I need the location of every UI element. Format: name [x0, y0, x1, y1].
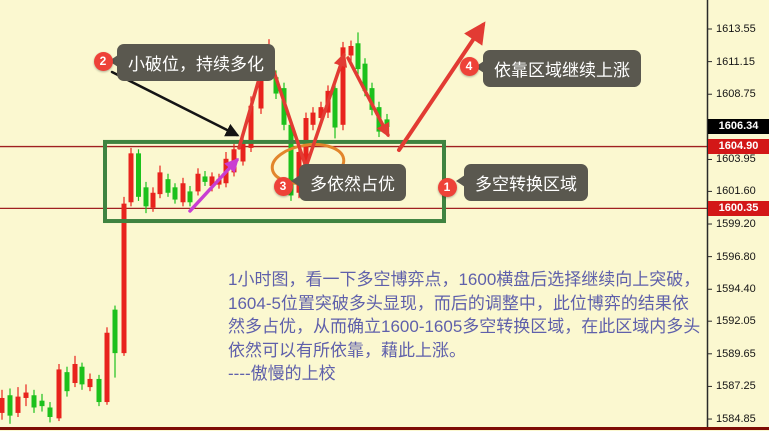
badge-1: 1	[437, 177, 457, 197]
candle-up	[72, 355, 78, 388]
y-axis-label: 1603.95	[716, 153, 756, 166]
commentary-line: 然多占优，从而确立1600-1605多空转换区域，在此区域内多头	[228, 317, 701, 336]
y-axis-label: 1589.65	[716, 347, 756, 360]
commentary-signature: ----傲慢的上校	[228, 364, 336, 383]
candle-down	[47, 402, 53, 423]
candle-down	[96, 374, 102, 407]
y-axis-label: 1608.75	[716, 88, 756, 101]
y-axis-label: 1599.20	[716, 218, 756, 231]
projection-arrow	[397, 21, 486, 152]
analysis-commentary: 1小时图，看一下多空博弈点，1600横盘后选择继续向上突破， 1604-5位置突…	[228, 268, 708, 386]
y-axis-label: 1587.25	[716, 380, 756, 393]
badge-3: 3	[273, 176, 293, 196]
candle-up	[150, 187, 156, 212]
annotation-tooltip-3: 多依然占优	[291, 164, 406, 201]
y-axis-label: 1611.15	[716, 55, 755, 68]
last-price-tag: 1606.34	[708, 119, 769, 135]
candle-down	[7, 388, 13, 424]
momentum-arrow	[188, 157, 239, 213]
commentary-line: 依然可以有所依靠，藉此上涨。	[228, 340, 466, 360]
y-axis-label: 1613.55	[716, 23, 756, 35]
candle-down	[332, 82, 338, 139]
candle-up	[310, 107, 316, 131]
candle-up	[180, 177, 186, 207]
candle-up	[0, 389, 5, 420]
level-price-tag: 1604.90	[708, 139, 769, 155]
y-axis-label: 1596.80	[716, 250, 756, 263]
candle-up	[56, 363, 62, 422]
trend-down-2-arrow	[346, 56, 390, 138]
level-lines-layer	[0, 145, 708, 210]
y-axis-label: 1601.60	[716, 185, 756, 198]
annotation-tooltip-1: 多空转换区域	[456, 164, 588, 201]
candle-down	[112, 305, 118, 378]
candle-up	[87, 373, 93, 392]
candle-up	[195, 168, 201, 196]
candle-down	[172, 183, 178, 204]
candle-down	[369, 82, 375, 116]
trend-up-2-arrow	[304, 52, 348, 169]
candle-down	[39, 393, 45, 412]
candles-layer	[0, 32, 390, 424]
candle-down	[136, 149, 141, 201]
candle-up	[15, 387, 21, 417]
candle-down	[143, 181, 149, 214]
candle-down	[202, 171, 208, 186]
candle-up	[157, 165, 163, 199]
candle-up	[23, 384, 29, 407]
candle-down	[165, 173, 171, 197]
trend-down-1-line	[267, 55, 308, 169]
y-axis-label: 1584.85	[716, 413, 756, 426]
candle-up	[104, 327, 110, 405]
commentary-line: 1604-5位置突破多头显现，而后的调整中，此位博弈的结果依	[228, 293, 689, 313]
annotation-tooltip-4: 依靠区域继续上涨	[475, 50, 641, 87]
y-axis-label: 1592.05	[716, 315, 756, 328]
y-axis-label: 1594.40	[716, 283, 756, 296]
candle-down	[187, 185, 193, 207]
annotation-tooltip-2: 小破位，持续多化	[109, 44, 275, 81]
level-price-tag: 1600.35	[708, 200, 769, 216]
breakout-pointer-arrow	[110, 70, 240, 137]
badge-4: 4	[459, 56, 479, 76]
candle-up	[128, 147, 134, 207]
candle-down	[79, 362, 85, 390]
candle-up	[303, 112, 309, 166]
candle-up	[348, 40, 354, 61]
candle-down	[64, 366, 70, 397]
candle-up	[121, 196, 127, 356]
commentary-line: 1小时图，看一下多空博弈点，1600横盘后选择继续向上突破，	[228, 270, 701, 289]
badge-2: 2	[93, 51, 113, 71]
candle-down	[31, 389, 37, 413]
candle-down	[355, 32, 361, 75]
